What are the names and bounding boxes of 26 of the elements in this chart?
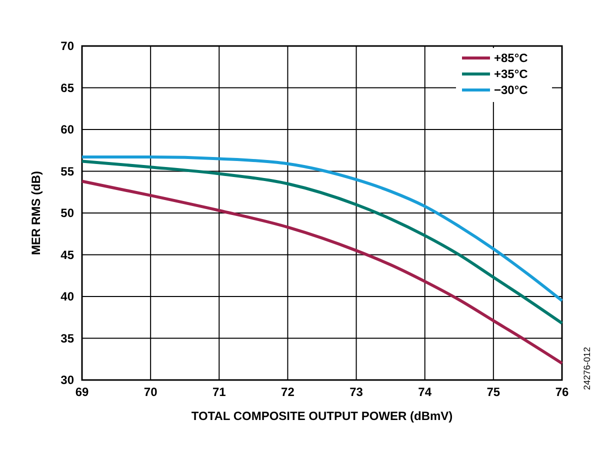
line-series: [80, 156, 564, 302]
y-tick-label: 35: [60, 331, 74, 346]
legend-label: −30°C: [494, 83, 528, 97]
x-tick-label: 73: [350, 385, 364, 399]
legend-label: +35°C: [494, 67, 528, 81]
y-tick-label: 30: [60, 373, 74, 387]
x-tick-label: 72: [281, 385, 295, 399]
x-tick-label: 74: [418, 385, 432, 399]
y-tick-label: 60: [60, 122, 74, 136]
x-axis-title: TOTAL COMPOSITE OUTPUT POWER (dBmV): [191, 409, 453, 423]
y-tick-label: 65: [60, 80, 74, 95]
y-tick-label: 55: [60, 164, 74, 178]
x-tick-label: 71: [212, 385, 226, 399]
x-tick-label: 75: [486, 385, 500, 399]
y-axis-title: MER RMS (dB): [29, 171, 43, 255]
line-series: [80, 180, 564, 365]
text: 24276-012: [582, 346, 592, 390]
y-tick-label: 70: [60, 39, 74, 53]
y-tick-label: 50: [60, 206, 74, 220]
y-tick-label: 45: [60, 248, 74, 262]
y-tick-label: 40: [60, 290, 74, 304]
x-tick-label: 70: [144, 385, 158, 399]
line-series: [80, 160, 564, 325]
legend-label: +85°C: [494, 51, 528, 65]
x-tick-label: 76: [555, 385, 569, 399]
x-tick-label: 69: [75, 385, 89, 399]
